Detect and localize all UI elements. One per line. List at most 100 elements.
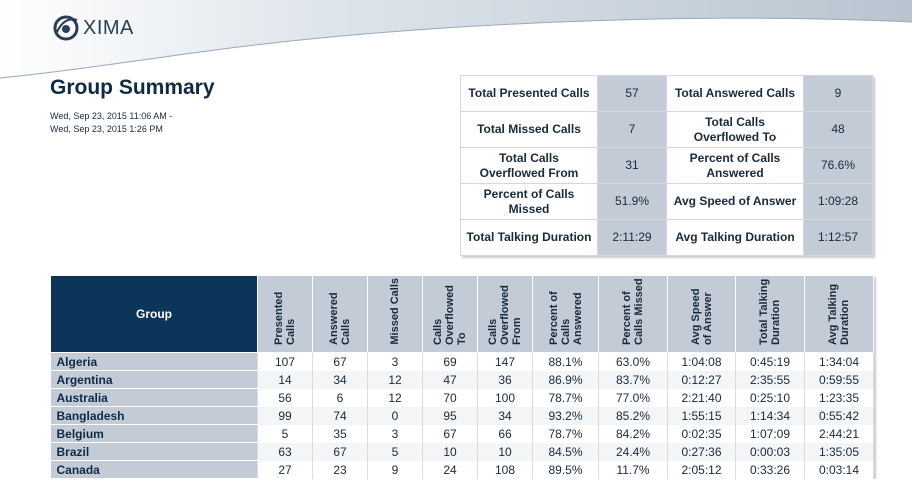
summary-value: 48: [803, 111, 873, 148]
table-cell: 9: [367, 460, 423, 479]
table-cell: 5: [367, 442, 423, 461]
xima-logo: XIMA: [52, 14, 134, 42]
table-cell: 10: [477, 442, 533, 461]
column-header[interactable]: Percent of Calls Missed: [598, 275, 668, 353]
table-cell: 24: [422, 460, 478, 479]
table-cell: 1:34:04: [804, 352, 874, 371]
summary-label: Total Answered Calls: [666, 75, 804, 112]
table-cell: 83.7%: [598, 370, 668, 389]
table-cell: 66: [477, 424, 533, 443]
table-cell: 0:27:36: [667, 442, 736, 461]
xima-logo-icon: [53, 15, 79, 41]
column-header[interactable]: Calls Overflowed From: [477, 275, 533, 353]
table-cell: 63.0%: [598, 352, 668, 371]
column-header[interactable]: Avg Talking Duration: [804, 275, 874, 353]
table-cell: 10: [422, 442, 478, 461]
table-cell: 0:00:03: [735, 442, 805, 461]
summary-label: Total Talking Duration: [460, 219, 598, 256]
summary-label: Total Presented Calls: [460, 75, 598, 112]
summary-value: 57: [597, 75, 667, 112]
summary-table: Total Presented Calls 57 Total Answered …: [460, 75, 873, 256]
table-cell: 23: [312, 460, 368, 479]
table-cell: 2:35:55: [735, 370, 805, 389]
table-cell: 88.1%: [532, 352, 599, 371]
table-row: Bangladesh 99 74 0 95 34 93.2% 85.2% 1:5…: [50, 406, 874, 425]
table-cell: 3: [367, 424, 423, 443]
table-cell: 70: [422, 388, 478, 407]
table-cell: 78.7%: [532, 424, 599, 443]
table-cell: 0:03:14: [804, 460, 874, 479]
column-header-label: Missed Calls: [389, 278, 401, 345]
column-header[interactable]: Avg Speed of Answer: [667, 275, 736, 353]
table-cell: 89.5%: [532, 460, 599, 479]
table-cell: 27: [257, 460, 313, 479]
summary-value: 1:09:28: [803, 183, 873, 220]
table-row: Algeria 107 67 3 69 147 88.1% 63.0% 1:04…: [50, 352, 874, 371]
table-cell: 0:45:19: [735, 352, 805, 371]
table-header-row: Group Presented Calls Answered Calls Mis…: [50, 275, 874, 353]
summary-row: Total Talking Duration 2:11:29 Avg Talki…: [460, 219, 873, 256]
table-cell: 85.2%: [598, 406, 668, 425]
summary-row: Total Presented Calls 57 Total Answered …: [460, 75, 873, 112]
summary-value: 76.6%: [803, 147, 873, 184]
page-title: Group Summary: [50, 76, 215, 99]
table-row: Argentina 14 34 12 47 36 86.9% 83.7% 0:1…: [50, 370, 874, 389]
column-header[interactable]: Missed Calls: [367, 275, 423, 353]
table-cell: 6: [312, 388, 368, 407]
group-name: Argentina: [50, 370, 258, 389]
table-cell: 74: [312, 406, 368, 425]
table-cell: 34: [312, 370, 368, 389]
column-header[interactable]: Total Talking Duration: [735, 275, 805, 353]
column-header-group[interactable]: Group: [50, 275, 258, 353]
summary-label: Percent of Calls Missed: [460, 183, 598, 220]
table-cell: 1:23:35: [804, 388, 874, 407]
table-cell: 47: [422, 370, 478, 389]
column-header-label: Percent of Calls Missed: [621, 278, 645, 345]
column-header-label: Total Talking Duration: [758, 278, 782, 345]
column-header-label: Avg Talking Duration: [827, 283, 851, 345]
column-header[interactable]: Calls Overflowed To: [422, 275, 478, 353]
table-cell: 34: [477, 406, 533, 425]
table-cell: 0: [367, 406, 423, 425]
summary-label: Total Calls Overflowed To: [666, 111, 804, 148]
table-cell: 78.7%: [532, 388, 599, 407]
table-cell: 11.7%: [598, 460, 668, 479]
table-cell: 107: [257, 352, 313, 371]
table-row: Belgium 5 35 3 67 66 78.7% 84.2% 0:02:35…: [50, 424, 874, 443]
table-cell: 108: [477, 460, 533, 479]
summary-value: 9: [803, 75, 873, 112]
column-header-label: Answered Calls: [328, 292, 352, 345]
table-cell: 77.0%: [598, 388, 668, 407]
column-header[interactable]: Percent of Calls Answered: [532, 275, 599, 353]
table-cell: 0:12:27: [667, 370, 736, 389]
table-cell: 1:04:08: [667, 352, 736, 371]
column-header[interactable]: Answered Calls: [312, 275, 368, 353]
table-cell: 3: [367, 352, 423, 371]
table-cell: 35: [312, 424, 368, 443]
column-header-label: Avg Speed of Answer: [689, 288, 714, 345]
header-banner: [0, 0, 912, 79]
column-header-label: Presented Calls: [273, 291, 297, 345]
table-cell: 2:21:40: [667, 388, 736, 407]
summary-value: 51.9%: [597, 183, 667, 220]
group-name: Belgium: [50, 424, 258, 443]
column-header-label: Calls Overflowed From: [487, 285, 523, 345]
group-name: Algeria: [50, 352, 258, 371]
table-cell: 63: [257, 442, 313, 461]
table-cell: 1:55:15: [667, 406, 736, 425]
table-cell: 1:14:34: [735, 406, 805, 425]
table-cell: 14: [257, 370, 313, 389]
table-cell: 2:44:21: [804, 424, 874, 443]
table-body: Algeria 107 67 3 69 147 88.1% 63.0% 1:04…: [50, 352, 874, 479]
summary-label: Avg Speed of Answer: [666, 183, 804, 220]
column-header-label: Percent of Calls Answered: [547, 291, 584, 345]
summary-label: Total Calls Overflowed From: [460, 147, 598, 184]
table-cell: 99: [257, 406, 313, 425]
table-row: Brazil 63 67 5 10 10 84.5% 24.4% 0:27:36…: [50, 442, 874, 461]
table-cell: 0:59:55: [804, 370, 874, 389]
column-header[interactable]: Presented Calls: [257, 275, 313, 353]
table-cell: 1:07:09: [735, 424, 805, 443]
table-cell: 12: [367, 370, 423, 389]
table-cell: 147: [477, 352, 533, 371]
table-row: Australia 56 6 12 70 100 78.7% 77.0% 2:2…: [50, 388, 874, 407]
